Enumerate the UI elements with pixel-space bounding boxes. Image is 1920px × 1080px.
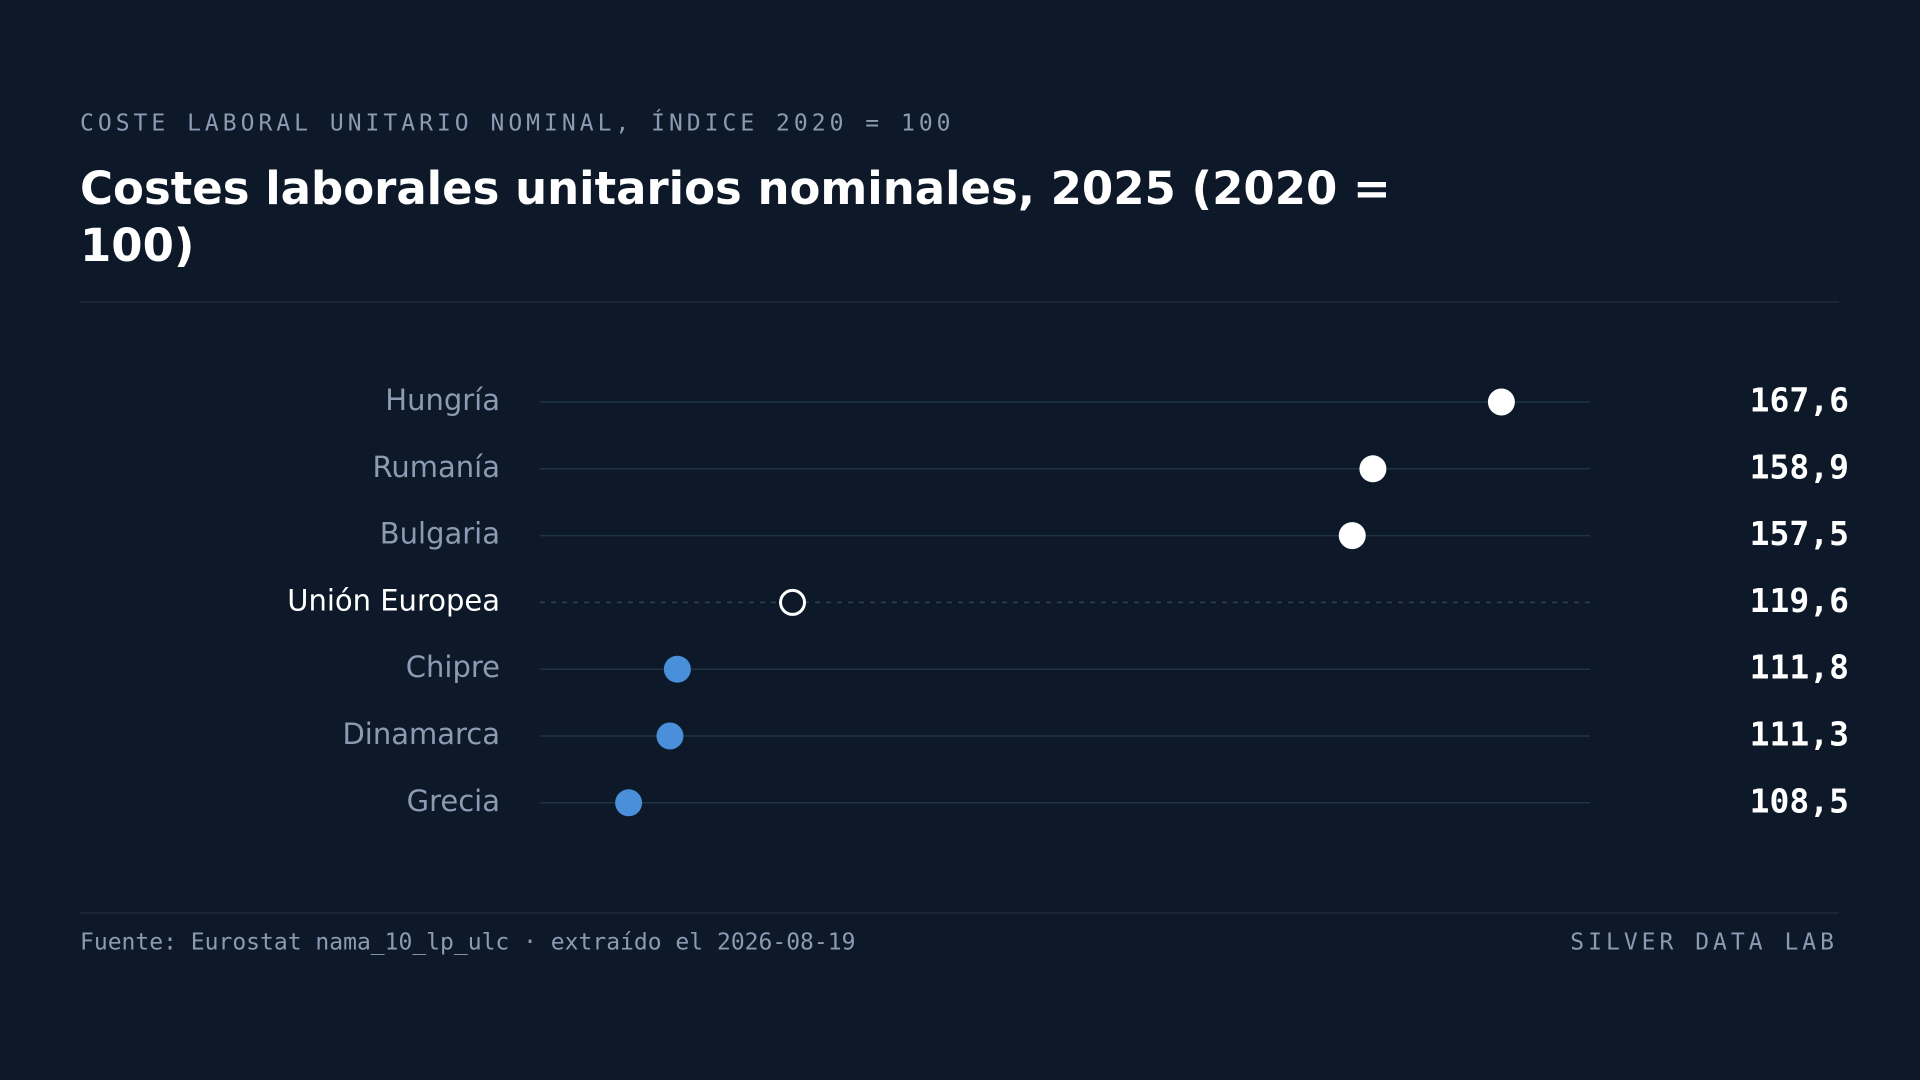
- dot: [656, 722, 684, 750]
- category-label: Bulgaria: [380, 517, 500, 551]
- dot: [615, 789, 643, 817]
- value-label: 111,8: [1750, 648, 1849, 687]
- category-label: Grecia: [407, 784, 500, 818]
- value-label: 158,9: [1750, 447, 1849, 486]
- value-label: 108,5: [1750, 781, 1849, 820]
- category-label: Hungría: [385, 383, 500, 417]
- dot: [779, 588, 807, 616]
- value-label: 167,6: [1750, 381, 1849, 420]
- value-label: 119,6: [1750, 581, 1849, 620]
- value-label: 157,5: [1750, 514, 1849, 553]
- chart-title: Costes laborales unitarios nominales, 20…: [80, 162, 1391, 272]
- value-label: 111,3: [1750, 715, 1849, 754]
- dot: [663, 655, 691, 683]
- category-label: Chipre: [406, 650, 500, 684]
- dot: [1338, 522, 1366, 550]
- chart-subtitle: COSTE LABORAL UNITARIO NOMINAL, ÍNDICE 2…: [80, 109, 955, 137]
- source-note: Fuente: Eurostat nama_10_lp_ulc · extraí…: [80, 930, 855, 956]
- dot: [1359, 455, 1387, 483]
- category-label: Rumanía: [373, 450, 500, 484]
- dot: [1487, 388, 1515, 416]
- brand: SILVER DATA LAB: [1570, 930, 1838, 956]
- category-label: Dinamarca: [342, 717, 500, 751]
- category-label: Unión Europea: [287, 583, 500, 617]
